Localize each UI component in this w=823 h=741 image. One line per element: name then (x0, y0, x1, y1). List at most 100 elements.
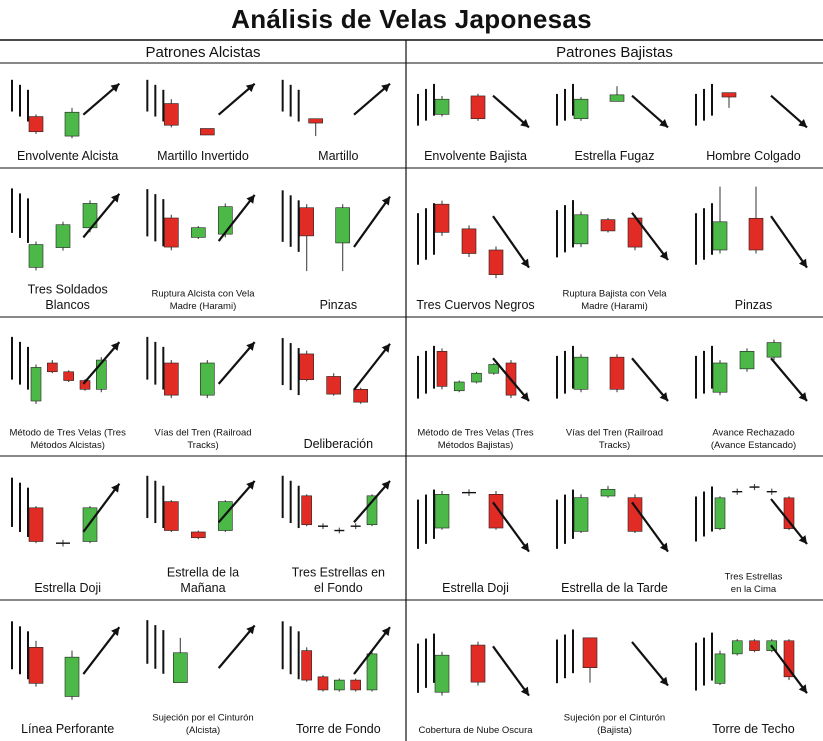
bearish-candle (28, 647, 44, 684)
arrow-head (659, 251, 668, 260)
pattern-estrella-doji-bear: Estrella Doji (417, 489, 530, 595)
pattern-label: Pinzas (735, 298, 773, 312)
pattern-torre-de-fondo-bull: Torre de Fondo (281, 621, 391, 736)
pattern-label-line: Martillo (318, 149, 358, 163)
pattern-label-line: Pinzas (735, 298, 773, 312)
bullish-candle (55, 224, 71, 248)
arrow-up-icon (353, 626, 391, 675)
pattern-sujecion-por-el-cinturon-bajista-bear: Sujeción por el Cinturón (Bajista) (556, 629, 669, 737)
pattern-label-line: Vías del Tren (Railroad (566, 428, 663, 439)
bullish-candle (453, 381, 465, 392)
pattern-label: Sujeción por el Cinturón (Alcista) (152, 713, 253, 737)
bullish-candle (434, 654, 450, 693)
pattern-martillo-bull: Martillo (281, 79, 391, 163)
arrow-down-icon (631, 501, 669, 553)
bullish-candle (739, 351, 755, 370)
bearish-candle (488, 494, 504, 529)
pattern-label-line: Madre (Harami) (581, 301, 648, 312)
arrow-head (520, 118, 529, 128)
pattern-label-line: Avance Rechazado (712, 428, 794, 439)
bullish-candle (573, 356, 589, 390)
bearish-candle (317, 676, 329, 691)
arrow-down-icon (631, 641, 669, 687)
bullish-candle (600, 488, 616, 497)
bearish-candle (600, 219, 616, 232)
pattern-vias-del-tren-railroad-tracks-bull: Vías del Tren (Railroad Tracks) (146, 336, 256, 451)
bearish-candle (47, 362, 58, 373)
arrow-up-icon (82, 82, 121, 116)
arrow-head (111, 483, 120, 493)
pattern-label-line: (Avance Estancado) (711, 440, 796, 451)
arrow-down-icon (770, 94, 808, 129)
pattern-label: Torre de Techo (712, 722, 795, 736)
arrow-head (110, 342, 120, 351)
bullish-candle (731, 640, 743, 655)
bullish-candle (714, 653, 726, 684)
pattern-label-line: Torre de Fondo (296, 722, 381, 736)
bearish-candle (299, 207, 314, 237)
pattern-martillo-invertido-bull: Martillo Invertido (146, 79, 256, 163)
bullish-candle (366, 653, 378, 691)
arrow-down-icon (770, 215, 808, 269)
arrow-up-icon (353, 82, 391, 116)
pattern-label-line: Ruptura Alcista con Vela (152, 289, 256, 300)
pattern-label-line: Madre (Harami) (170, 301, 237, 312)
pattern-label-line: Estrella Doji (34, 581, 101, 595)
pattern-label-line: Hombre Colgado (706, 149, 801, 163)
bearish-candle (28, 507, 44, 542)
page-title: Análisis de Velas Japonesas (231, 4, 592, 34)
pattern-label-line: Blancos (45, 298, 89, 312)
bullish-candle (200, 362, 215, 396)
arrow-down-icon (492, 645, 530, 697)
bullish-candle (714, 497, 726, 529)
arrow-head (659, 676, 668, 686)
arrow-head (520, 542, 529, 552)
bearish-candle (721, 92, 737, 98)
pattern-label-line: Estrella de la Tarde (561, 581, 668, 595)
bullish-candle (218, 206, 233, 235)
pattern-label-line: Vías del Tren (Railroad (154, 428, 251, 439)
pattern-tres-estrellas-en-el-fondo-bull: Tres Estrellas en el Fondo (281, 475, 391, 595)
pattern-label-line: Tres Cuervos Negros (416, 298, 534, 312)
pattern-label-line: Tracks) (599, 440, 630, 451)
arrow-head (798, 392, 807, 401)
arrow-head (798, 258, 807, 268)
bearish-candle (353, 389, 368, 403)
arrow-down-icon (631, 94, 669, 129)
bullish-candle (30, 367, 42, 402)
arrow-down-icon (492, 94, 530, 129)
pattern-torre-de-techo-bear: Torre de Techo (695, 632, 808, 736)
pattern-tres-cuervos-negros-bear: Tres Cuervos Negros (416, 200, 535, 312)
arrow-up-icon (82, 626, 121, 675)
pattern-label: Hombre Colgado (706, 149, 801, 163)
pattern-label: Tres Cuervos Negros (416, 298, 534, 312)
bearish-candle (470, 95, 486, 120)
pattern-label: Estrella Doji (442, 581, 509, 595)
pattern-envolvente-alcista-bull: Envolvente Alcista (11, 79, 121, 163)
pattern-label: Torre de Fondo (296, 722, 381, 736)
pattern-label-line: (Bajista) (597, 725, 632, 736)
arrow-head (659, 542, 668, 552)
pattern-label-line: Sujeción por el Cinturón (152, 713, 253, 724)
bearish-candle (191, 531, 206, 539)
arrow-head (246, 342, 255, 351)
arrow-up-icon (82, 483, 121, 533)
bearish-candle (164, 501, 179, 531)
bearish-candle (434, 203, 450, 233)
pattern-tres-soldados-blancos-bull: Tres Soldados Blancos (11, 188, 121, 312)
pattern-deliberacion-bull: Deliberación (281, 338, 391, 451)
pattern-label: Sujeción por el Cinturón (Bajista) (564, 713, 665, 737)
pattern-label-line: Mañana (180, 581, 225, 595)
pattern-label: Martillo Invertido (157, 149, 249, 163)
pattern-label: Estrella de la Tarde (561, 581, 668, 595)
bearish-candle (63, 371, 74, 381)
pattern-label: Vías del Tren (Railroad Tracks) (566, 428, 663, 452)
pattern-label-line: Ruptura Bajista con Vela (562, 289, 667, 300)
bullish-candle (488, 364, 500, 374)
arrow-head (246, 194, 255, 204)
bearish-candle (582, 637, 598, 668)
bullish-candle (573, 214, 589, 245)
arrow-head (110, 83, 120, 93)
pattern-label: Pinzas (320, 298, 358, 312)
bearish-candle (748, 217, 764, 251)
